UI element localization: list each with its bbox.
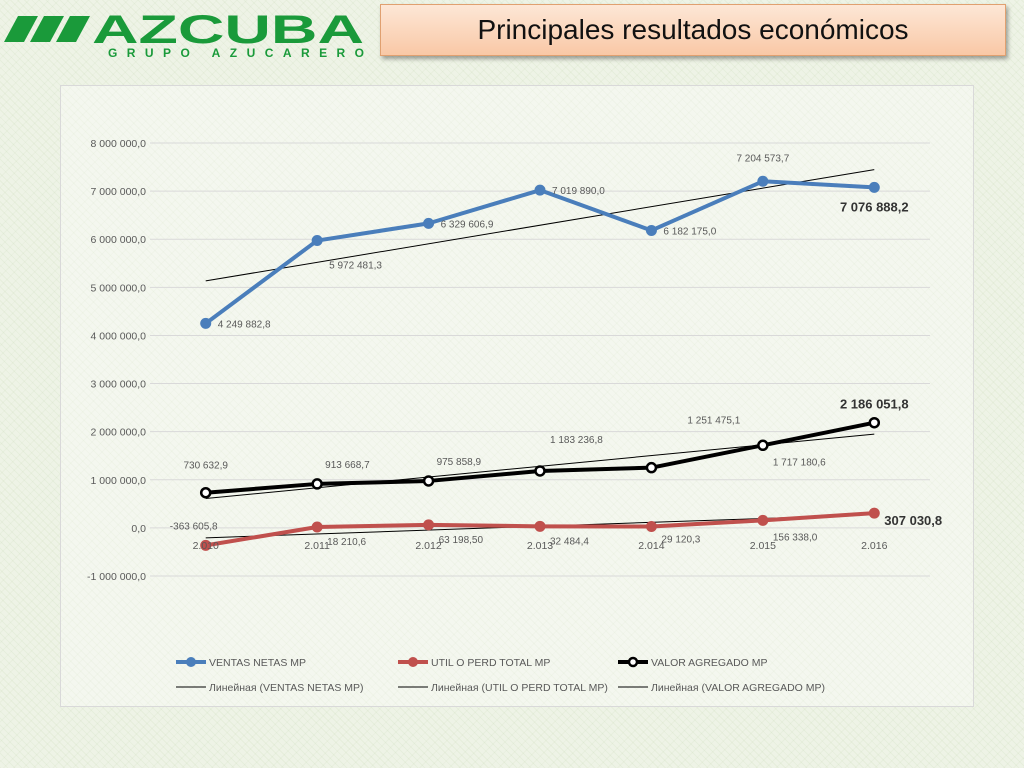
legend-label: Линейная (VALOR AGREGADO MP) <box>651 682 825 694</box>
data-point <box>423 519 435 531</box>
data-label: 156 338,0 <box>773 532 818 543</box>
x-tick-label: 2.012 <box>415 540 441 552</box>
trendline <box>205 169 875 282</box>
data-point <box>534 184 546 196</box>
data-point <box>311 521 323 533</box>
data-point <box>868 416 881 429</box>
y-tick-label: 5 000 000,0 <box>91 282 147 294</box>
legend-label: Линейная (VENTAS NETAS MP) <box>209 682 364 694</box>
data-label: 1 251 475,1 <box>687 416 740 427</box>
azcuba-logo: AZCUBA GRUPO AZUCARERO <box>0 4 372 60</box>
x-tick-label: 2.010 <box>193 540 219 552</box>
data-label: 29 120,3 <box>661 534 700 545</box>
legend-label: VENTAS NETAS MP <box>209 657 306 669</box>
line-chart: -1 000 000,0 0,0 1 000 000,0 2 000 000,0 3 0… <box>60 85 974 707</box>
data-point <box>757 175 769 187</box>
data-point <box>645 224 657 236</box>
x-tick-label: 2.015 <box>750 540 776 552</box>
data-label: 6 329 606,9 <box>441 219 494 230</box>
data-point <box>757 439 769 452</box>
data-point <box>868 181 880 193</box>
data-point <box>311 478 323 490</box>
data-label: 18 210,6 <box>327 537 366 548</box>
data-point <box>534 520 546 532</box>
logo-subtitle: GRUPO AZUCARERO <box>108 46 364 58</box>
y-tick-label: 4 000 000,0 <box>91 330 147 342</box>
legend-marker <box>186 657 196 667</box>
y-tick-label: 2 000 000,0 <box>91 427 147 439</box>
data-point <box>422 475 435 487</box>
data-label: 2 186 051,8 <box>840 397 909 412</box>
chart-frame <box>60 85 974 707</box>
data-point <box>645 461 658 474</box>
data-label: 913 668,7 <box>325 460 370 471</box>
x-tick-label: 2.014 <box>638 540 664 552</box>
logo-stripes-icon <box>4 16 90 42</box>
x-tick-label: 2.013 <box>527 540 553 552</box>
data-label: 1 717 180,6 <box>773 457 826 468</box>
data-label: 7 019 890,0 <box>552 186 605 197</box>
legend-label: UTIL O PERD TOTAL MP <box>431 657 550 669</box>
data-label: 7 204 573,7 <box>736 153 789 164</box>
logo-text: AZCUBA <box>92 8 364 52</box>
data-point <box>200 539 212 551</box>
data-label: 6 182 175,0 <box>663 226 716 237</box>
data-label: 63 198,50 <box>439 535 484 546</box>
data-point <box>757 514 769 526</box>
x-tick-label: 2.016 <box>861 540 887 552</box>
data-label: 975 858,9 <box>437 457 482 468</box>
data-point <box>200 317 212 329</box>
data-point <box>311 235 323 247</box>
y-tick-label: 3 000 000,0 <box>91 379 147 391</box>
x-tick-label: 2.011 <box>304 540 330 552</box>
data-point <box>423 217 435 229</box>
y-tick-label: 1 000 000,0 <box>91 475 147 487</box>
data-label: 1 183 236,8 <box>550 435 603 446</box>
chart-area: -1 000 000,0 0,0 1 000 000,0 2 000 000,0 3 0… <box>60 85 974 707</box>
data-point <box>645 520 657 532</box>
data-label: 4 249 882,8 <box>218 319 271 330</box>
legend-marker <box>627 656 639 668</box>
legend-label: VALOR AGREGADO MP <box>651 657 768 669</box>
data-label: 7 076 888,2 <box>840 199 909 214</box>
y-tick-label: 7 000 000,0 <box>91 186 147 198</box>
legend-label: Линейная (UTIL O PERD TOTAL MP) <box>431 682 608 694</box>
legend-marker <box>408 657 418 667</box>
data-label: 307 030,8 <box>884 513 942 528</box>
data-label: 5 972 481,3 <box>329 261 382 272</box>
page-title: Principales resultados económicos <box>477 14 909 45</box>
data-label: -363 605,8 <box>170 521 218 532</box>
title-box: Principales resultados económicos <box>380 4 1006 56</box>
data-point <box>868 507 880 519</box>
y-tick-label: 6 000 000,0 <box>91 234 147 246</box>
y-tick-label: 0,0 <box>131 523 146 535</box>
y-tick-label: 8 000 000,0 <box>91 138 147 150</box>
data-point <box>199 486 212 499</box>
data-label: 730 632,9 <box>183 461 228 472</box>
data-label: 32 484,4 <box>550 536 589 547</box>
y-tick-label: -1 000 000,0 <box>87 571 146 583</box>
data-point <box>534 465 546 477</box>
